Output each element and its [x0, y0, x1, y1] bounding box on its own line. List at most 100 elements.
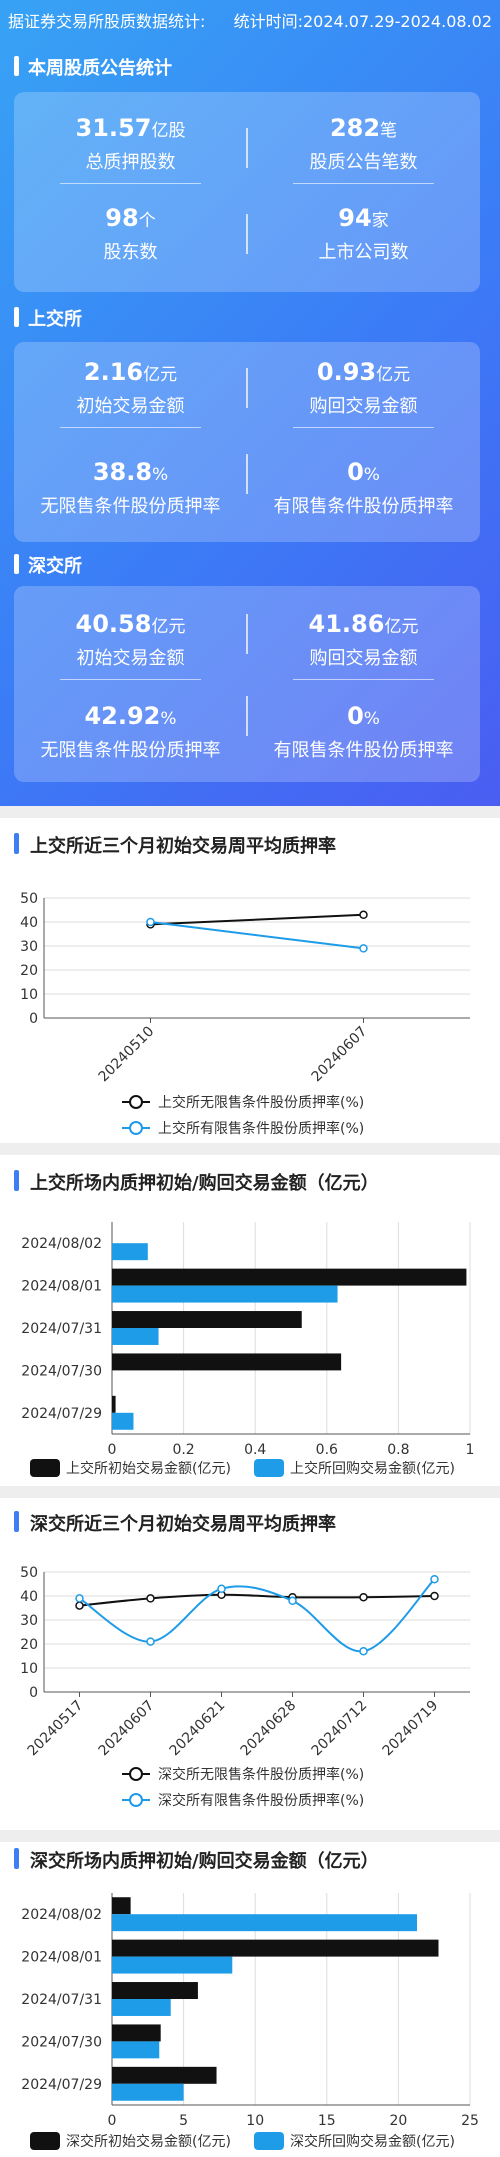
divider — [246, 614, 248, 654]
stat-label: 初始交易金额 — [76, 648, 185, 669]
stat-unit: 亿元 — [376, 365, 411, 385]
legend-marker — [129, 1767, 143, 1781]
stat-unit: % — [363, 465, 380, 485]
stat-value: 31.57 — [75, 114, 152, 142]
sse-amount-bar-chart: 0 0.2 0.4 0.6 0.8 1 2024/08/02 2024/08/01 2024/0… — [21, 1222, 475, 1477]
summary-title: 本周股质公告统计 — [14, 54, 172, 80]
summary-card: 31.57亿股 总质押股数 282笔 股质公告笔数 98个 股东数 94家 上市… — [14, 92, 480, 292]
bar — [112, 2041, 160, 2059]
stat-value: 41.86 — [308, 610, 385, 638]
y-tick-label: 50 — [20, 1565, 38, 1581]
y-tick-label: 0 — [29, 1011, 38, 1027]
y-tick-label: 30 — [20, 939, 38, 955]
stat-label: 无限售条件股份质押率 — [40, 496, 221, 517]
stat-value: 38.8 — [92, 458, 153, 486]
bar — [112, 1412, 134, 1430]
stat-unit: 个 — [138, 211, 156, 231]
chart3-title: 深交所近三个月初始交易周平均质押率 — [14, 1510, 336, 1536]
sse-title: 上交所 — [14, 305, 82, 331]
x-tick-label: 1 — [466, 1442, 475, 1458]
stat-unit: % — [363, 709, 380, 729]
bar — [112, 1395, 116, 1413]
legend-swatch — [254, 2132, 284, 2150]
stat-unit: % — [152, 465, 169, 485]
stat-szse-repurchase: 41.86亿元 购回交易金额 — [247, 610, 480, 680]
legend-label: 上交所初始交易金额(亿元) — [66, 1460, 231, 1477]
legend-label: 深交所无限售条件股份质押率(%) — [158, 1766, 364, 1783]
stat-label: 有限售条件股份质押率 — [273, 740, 454, 761]
stat-value: 94 — [338, 204, 372, 232]
stat-value: 0 — [347, 458, 364, 486]
legend-marker — [129, 1793, 143, 1807]
legend-swatch — [254, 1459, 284, 1477]
stat-value: 0.93 — [316, 358, 377, 386]
stat-shareholders: 98个 股东数 — [14, 204, 247, 264]
x-tick-label: 0.6 — [316, 1442, 338, 1458]
stat-announcement-count: 282笔 股质公告笔数 — [247, 114, 480, 184]
chart4-title: 深交所场内质押初始/购回交易金额（亿元） — [14, 1847, 379, 1873]
bar — [112, 2066, 217, 2084]
stat-value: 98 — [105, 204, 139, 232]
series-line — [79, 1593, 435, 1607]
stat-label: 股东数 — [103, 242, 158, 263]
bar — [112, 1914, 418, 1932]
data-point — [359, 1592, 368, 1602]
szse-title: 深交所 — [14, 552, 82, 578]
sse-card: 2.16亿元 初始交易金额 0.93亿元 购回交易金额 38.8% 无限售条件股… — [14, 342, 480, 542]
y-tick-label: 30 — [20, 1613, 38, 1629]
y-tick-label: 0 — [29, 1685, 38, 1701]
y-tick-label: 40 — [20, 915, 38, 931]
x-tick-label: 0 — [108, 2113, 117, 2129]
section-gap — [0, 806, 500, 818]
bar — [112, 1243, 148, 1261]
y-tick-label: 2024/07/30 — [21, 1363, 102, 1379]
chart2-title: 上交所场内质押初始/购回交易金额（亿元） — [14, 1169, 379, 1195]
header-period: 统计时间:2024.07.29-2024.08.02 — [233, 12, 492, 31]
data-point — [146, 917, 155, 927]
data-point — [359, 944, 368, 953]
bar — [112, 1999, 171, 2016]
stat-label: 购回交易金额 — [309, 396, 418, 417]
stat-listed-companies: 94家 上市公司数 — [247, 204, 480, 264]
series-line — [150, 921, 364, 950]
stat-total-shares: 31.57亿股 总质押股数 — [14, 114, 247, 184]
bar — [112, 2024, 161, 2042]
stat-szse-unrestricted-rate: 42.92% 无限售条件股份质押率 — [14, 702, 247, 762]
x-tick-label: 10 — [246, 2113, 264, 2129]
x-tick-label: 20 — [389, 2113, 407, 2129]
section-gap — [0, 1830, 500, 1842]
bar — [112, 1268, 467, 1286]
stat-sse-restricted-rate: 0% 有限售条件股份质押率 — [247, 458, 480, 518]
data-point — [359, 910, 368, 920]
y-tick-label: 2024/07/29 — [21, 2077, 102, 2093]
x-tick-label: 0.2 — [172, 1442, 194, 1458]
y-tick-label: 2024/08/01 — [21, 1279, 102, 1295]
section-gap — [0, 1486, 500, 1498]
stat-label: 购回交易金额 — [309, 648, 418, 669]
x-tick-label: 20240607 — [96, 1698, 158, 1760]
y-tick-label: 2024/07/31 — [21, 1321, 102, 1337]
y-tick-label: 50 — [20, 891, 38, 907]
y-tick-label: 2024/07/29 — [21, 1406, 102, 1422]
stat-label: 无限售条件股份质押率 — [40, 740, 221, 761]
divider — [246, 214, 248, 254]
data-point — [430, 1591, 439, 1601]
summary-panel: 据证券交易所股质数据统计: 统计时间:2024.07.29-2024.08.02… — [0, 0, 500, 806]
bar — [112, 2083, 184, 2101]
divider — [246, 696, 248, 736]
legend-label: 上交所有限售条件股份质押率(%) — [158, 1120, 364, 1137]
stat-unit: 笔 — [380, 121, 398, 141]
data-point — [430, 1574, 439, 1584]
legend-swatch — [30, 2132, 60, 2150]
x-tick-label: 20240628 — [238, 1698, 300, 1760]
bar — [112, 1939, 439, 1957]
x-tick-label: 15 — [318, 2113, 336, 2129]
y-tick-label: 2024/08/02 — [21, 1236, 102, 1252]
sse-pledge-rate-line-chart: 0 10 20 30 40 50 20240510 20240607 上交所无限售条件股份质押率… — [20, 891, 470, 1137]
legend-swatch — [30, 1459, 60, 1477]
divider — [246, 454, 248, 494]
legend-marker — [129, 1121, 143, 1135]
y-tick-label: 10 — [20, 987, 38, 1003]
header-bar: 据证券交易所股质数据统计: 统计时间:2024.07.29-2024.08.02 — [0, 8, 500, 38]
